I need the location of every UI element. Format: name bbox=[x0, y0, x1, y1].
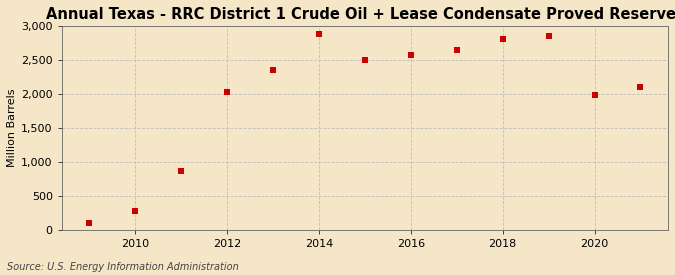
Point bbox=[314, 32, 325, 36]
Point bbox=[543, 34, 554, 38]
Point bbox=[360, 58, 371, 62]
Point bbox=[268, 68, 279, 72]
Point bbox=[221, 90, 232, 95]
Point bbox=[130, 209, 140, 214]
Point bbox=[589, 93, 600, 97]
Point bbox=[84, 221, 95, 225]
Text: Source: U.S. Energy Information Administration: Source: U.S. Energy Information Administ… bbox=[7, 262, 238, 272]
Point bbox=[452, 48, 462, 52]
Y-axis label: Million Barrels: Million Barrels bbox=[7, 89, 17, 167]
Point bbox=[176, 169, 186, 173]
Point bbox=[406, 53, 416, 57]
Point bbox=[635, 85, 646, 89]
Point bbox=[497, 37, 508, 42]
Title: Annual Texas - RRC District 1 Crude Oil + Lease Condensate Proved Reserves: Annual Texas - RRC District 1 Crude Oil … bbox=[45, 7, 675, 22]
